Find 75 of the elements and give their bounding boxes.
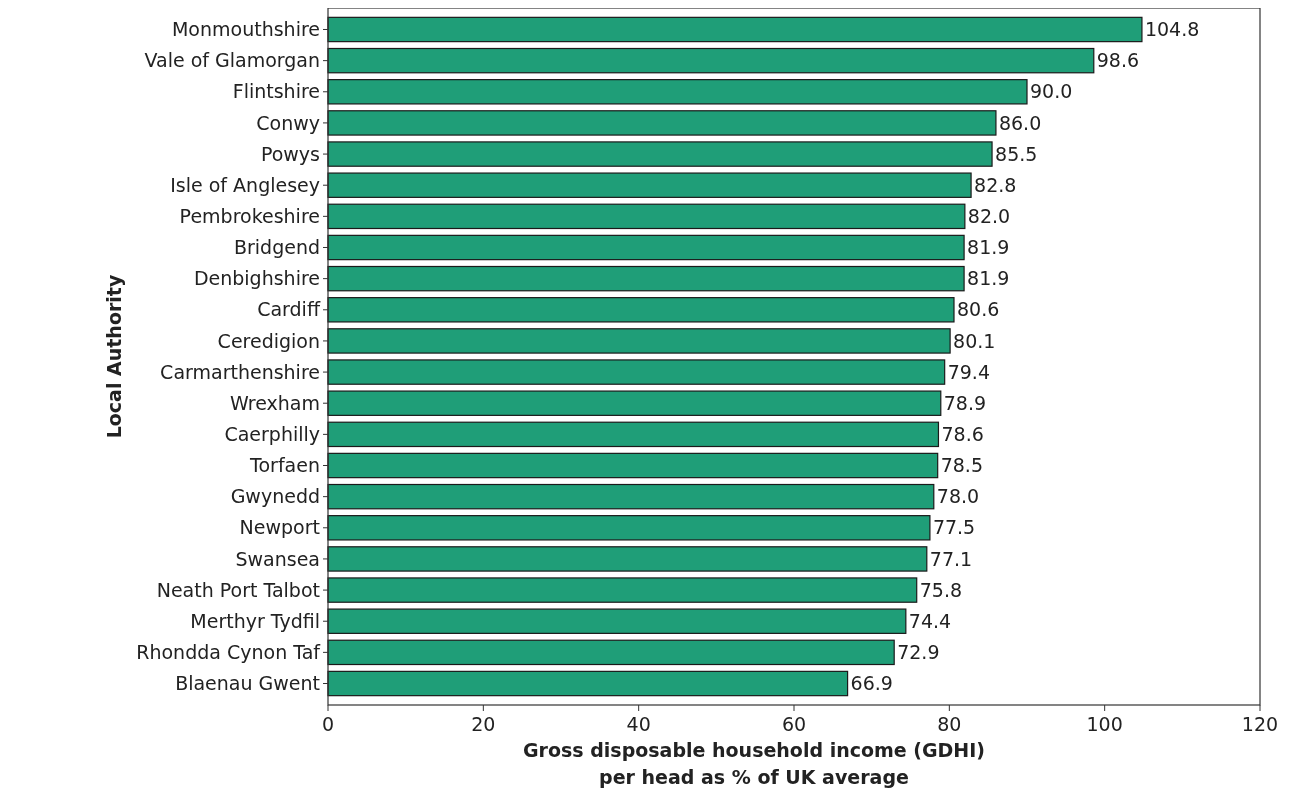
- y-tick-label: Carmarthenshire: [160, 360, 320, 383]
- bar: [327, 577, 918, 603]
- bar: [327, 47, 1095, 74]
- bar: [327, 639, 895, 666]
- bar: [327, 297, 955, 323]
- y-tick-label: Flintshire: [232, 80, 320, 103]
- data-label: 80.1: [953, 329, 996, 352]
- data-label: 82.8: [974, 173, 1017, 196]
- data-label: 74.4: [908, 609, 952, 632]
- y-axis-title: Local Authority: [103, 274, 125, 439]
- bar: [327, 234, 965, 261]
- bar: [327, 141, 993, 167]
- bar: [327, 359, 946, 385]
- x-tick-label: 40: [626, 713, 651, 735]
- y-tick-label: Caerphilly: [224, 423, 320, 446]
- y-tick-label: Isle of Anglesey: [170, 173, 320, 196]
- y-tick-label: Cardiff: [257, 298, 321, 321]
- data-label: 79.4: [947, 360, 990, 383]
- data-label: 104.8: [1144, 18, 1200, 41]
- data-label: 75.8: [919, 578, 963, 601]
- data-label: 98.6: [1096, 49, 1140, 72]
- y-tick-label: Wrexham: [229, 391, 320, 414]
- bar: [327, 79, 1028, 105]
- data-label: 66.9: [850, 672, 893, 695]
- y-tick-label: Denbighshire: [193, 267, 320, 290]
- bar: [327, 483, 935, 510]
- data-label: 77.1: [929, 547, 973, 570]
- bar: [327, 390, 942, 416]
- bar: [327, 515, 931, 541]
- x-tick-label: 120: [1241, 713, 1279, 735]
- x-tick-label: 100: [1086, 713, 1123, 735]
- x-tick-label: 60: [781, 713, 807, 735]
- data-label: 81.9: [967, 267, 1010, 290]
- bar: [327, 172, 972, 198]
- y-tick-label: Rhondda Cynon Taf: [136, 641, 322, 664]
- bar: [327, 328, 951, 354]
- y-tick-label: Merthyr Tydfil: [190, 609, 320, 632]
- data-label: 81.9: [967, 236, 1010, 259]
- x-tick-label: 80: [937, 713, 962, 735]
- y-tick-label: Ceredigion: [217, 329, 320, 352]
- y-tick-label: Monmouthshire: [171, 18, 320, 41]
- data-label: 72.9: [897, 641, 940, 664]
- y-tick-label: Vale of Glamorgan: [144, 49, 320, 72]
- data-label: 85.5: [995, 142, 1038, 165]
- x-axis-title: Gross disposable household income (GDHI) per head as % of UK average: [522, 739, 986, 788]
- bar: [327, 110, 997, 136]
- y-tick-label: Pembrokeshire: [179, 205, 320, 227]
- bar: [327, 421, 940, 448]
- x-tick-label: 0: [321, 713, 335, 735]
- y-tick-label: Bridgend: [233, 236, 320, 259]
- x-tick-label: 20: [471, 713, 496, 735]
- data-label: 78.5: [940, 454, 983, 477]
- y-tick-label: Powys: [260, 142, 320, 165]
- bar: [327, 670, 849, 697]
- y-tick-label: Conwy: [256, 111, 320, 134]
- bar: [327, 608, 907, 634]
- data-label: 86.0: [998, 111, 1042, 134]
- data-label: 82.0: [967, 205, 1011, 227]
- data-label: 80.6: [956, 298, 1000, 321]
- bar: [327, 452, 939, 479]
- data-label: 78.9: [943, 391, 987, 414]
- data-label: 90.0: [1030, 80, 1073, 103]
- y-tick-label: Swansea: [235, 547, 320, 570]
- bar: [327, 203, 966, 230]
- y-tick-label: Gwynedd: [230, 485, 320, 508]
- y-tick-label: Torfaen: [249, 454, 320, 477]
- data-label: 77.5: [932, 516, 976, 539]
- data-label: 78.0: [936, 485, 980, 508]
- bar: [327, 16, 1143, 43]
- bar: [327, 265, 965, 292]
- bar: [327, 546, 928, 572]
- y-tick-label: Neath Port Talbot: [156, 578, 320, 601]
- y-tick-label: Newport: [239, 516, 320, 539]
- y-tick-label: Blaenau Gwent: [175, 672, 320, 695]
- data-label: 78.6: [941, 423, 984, 446]
